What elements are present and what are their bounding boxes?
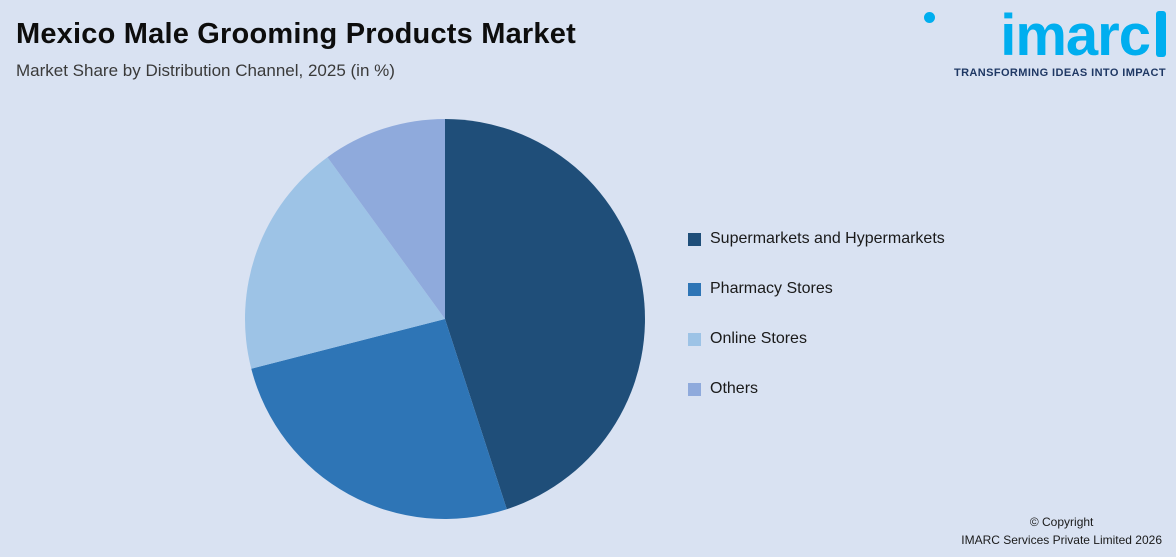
pie-slice-2[interactable] xyxy=(244,157,445,369)
legend-item: Online Stores xyxy=(688,328,945,350)
copyright-line1: © Copyright xyxy=(1029,515,1094,529)
pie-slice-0[interactable] xyxy=(445,119,645,510)
pie-chart-area xyxy=(242,116,648,522)
legend-swatch xyxy=(688,282,701,296)
pie-slice-3[interactable] xyxy=(327,119,445,319)
legend-swatch xyxy=(688,232,701,246)
logo-bar-icon xyxy=(1156,11,1166,58)
legend-item: Supermarkets and Hypermarkets xyxy=(688,228,945,250)
pie-chart xyxy=(244,119,645,519)
pie-slice-1[interactable] xyxy=(251,319,507,519)
legend-swatch xyxy=(688,382,701,396)
chart-header: Mexico Male Grooming Products Market Mar… xyxy=(16,18,576,81)
legend-label: Pharmacy Stores xyxy=(710,280,833,297)
legend-item: Others xyxy=(688,378,945,400)
copyright-line2: IMARC Services Private Limited 2026 xyxy=(961,533,1162,547)
page-subtitle: Market Share by Distribution Channel, 20… xyxy=(16,61,395,80)
logo-i-dot-icon xyxy=(924,12,935,23)
legend-label: Supermarkets and Hypermarkets xyxy=(710,230,945,247)
copyright-notice: © Copyright IMARC Services Private Limit… xyxy=(961,513,1162,549)
legend-label: Online Stores xyxy=(710,330,807,347)
logo-tagline: TRANSFORMING IDEAS INTO IMPACT xyxy=(953,67,1166,80)
page-title: Mexico Male Grooming Products Market xyxy=(16,18,576,50)
legend-swatch xyxy=(688,332,701,346)
legend-item: Pharmacy Stores xyxy=(688,278,945,300)
logo-wordmark: imarc xyxy=(1000,3,1151,68)
legend-label: Others xyxy=(710,380,759,397)
imarc-logo: imarc TRANSFORMING IDEAS INTO IMPACT xyxy=(910,3,1170,80)
chart-legend: Supermarkets and Hypermarkets Pharmacy S… xyxy=(688,228,945,428)
